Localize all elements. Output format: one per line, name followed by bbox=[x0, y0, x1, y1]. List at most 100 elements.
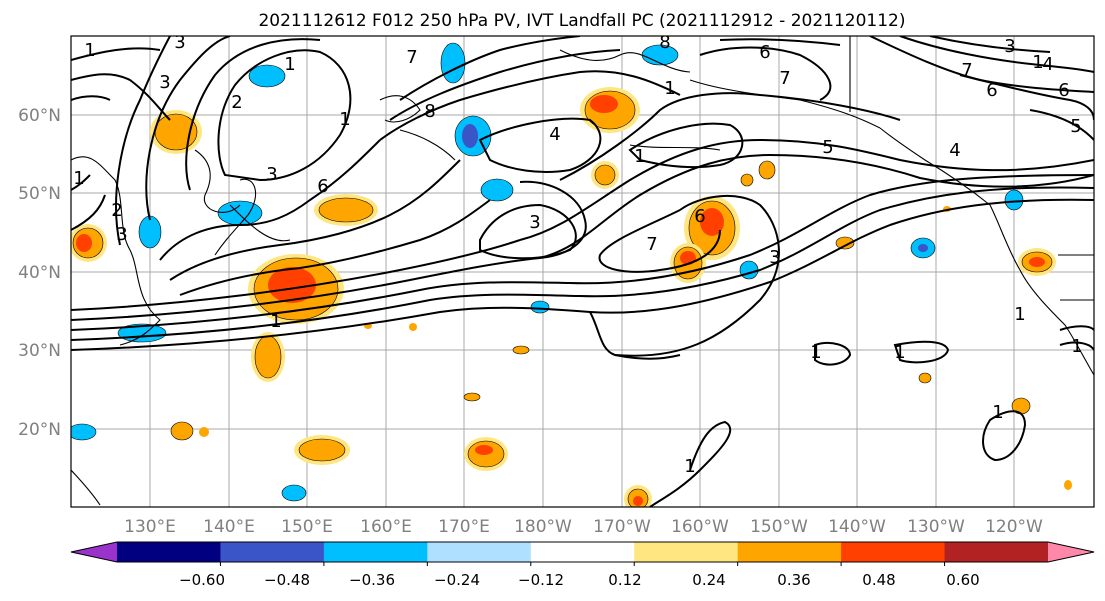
pv-negative-core bbox=[462, 124, 478, 148]
pv-negative-blob bbox=[217, 200, 263, 226]
lon-label: 150°E bbox=[281, 517, 333, 537]
contour-label: 1 bbox=[1032, 52, 1043, 73]
contour-label: 7 bbox=[406, 47, 417, 68]
pv-positive-blob bbox=[740, 173, 754, 187]
lon-label: 150°W bbox=[750, 517, 808, 537]
colorbar-segment bbox=[117, 542, 221, 562]
colorbar-segment bbox=[841, 542, 946, 562]
pv-positive-blob bbox=[409, 323, 417, 331]
pv-positive-blob bbox=[170, 421, 194, 441]
contour-label: 1 bbox=[1071, 336, 1082, 357]
pv-negative-blob bbox=[248, 64, 286, 88]
contour-label: 5 bbox=[822, 137, 833, 158]
colorbar-segment bbox=[323, 542, 428, 562]
pv-positive-core bbox=[590, 95, 618, 113]
pv-positive-blob bbox=[594, 164, 616, 186]
pv-positive-core bbox=[633, 496, 643, 506]
map-frame bbox=[70, 35, 1095, 508]
colorbar-tick-label: −0.60 bbox=[179, 571, 225, 589]
contour-label: 4 bbox=[549, 124, 560, 145]
lat-label: 30°N bbox=[18, 341, 61, 361]
pv-positive-blob bbox=[758, 160, 776, 180]
contour-label: 1 bbox=[73, 168, 84, 189]
lon-labels: 130°E 140°E 150°E 160°E 170°E 180°W 170°… bbox=[124, 517, 1043, 537]
contour-label: 2 bbox=[231, 92, 242, 113]
pv-positive-core bbox=[76, 234, 92, 252]
colorbar-segment bbox=[220, 542, 325, 562]
lat-label: 50°N bbox=[18, 184, 61, 204]
contour-label: 1 bbox=[270, 311, 281, 332]
contour-label: 5 bbox=[1070, 116, 1081, 137]
lon-label: 180°W bbox=[514, 517, 572, 537]
map-panel: 3 1 2 3 7 8 1 8 7 6 3 3 7 6 1 1 3 6 3 4 … bbox=[71, 32, 1094, 507]
colorbar-tick-label: 0.24 bbox=[692, 571, 725, 589]
pv-negative-blob bbox=[71, 423, 97, 441]
contour-label: 3 bbox=[116, 224, 127, 245]
colorbar-tick-label: 0.12 bbox=[608, 571, 641, 589]
pv-positive-core bbox=[475, 445, 493, 455]
pv-negative-blob bbox=[440, 42, 466, 84]
lon-label: 140°E bbox=[203, 517, 255, 537]
colorbar-extend-high bbox=[1048, 542, 1094, 562]
colorbar-tick-label: 0.36 bbox=[777, 571, 810, 589]
colorbar-outline bbox=[70, 541, 1095, 563]
contour-label: 6 bbox=[759, 42, 770, 63]
pv-negative-blob bbox=[739, 260, 759, 280]
contour-label: 8 bbox=[424, 101, 435, 122]
pv-positive-blob bbox=[835, 236, 855, 250]
pv-negative-blob bbox=[281, 484, 307, 502]
contour-label: 7 bbox=[779, 68, 790, 89]
contour-label: 3 bbox=[769, 247, 780, 268]
contour-label: 1 bbox=[684, 456, 695, 477]
pv-negative-blob bbox=[480, 178, 514, 202]
contour-label: 3 bbox=[1004, 36, 1015, 57]
contours bbox=[71, 36, 1094, 507]
contour-label: 2 bbox=[111, 200, 122, 221]
lon-label: 170°E bbox=[438, 517, 490, 537]
lon-label: 160°E bbox=[360, 517, 412, 537]
contour-label: 6 bbox=[986, 80, 997, 101]
contour-label: 1 bbox=[894, 342, 905, 363]
contour-label: 1 bbox=[1014, 304, 1025, 325]
contour-label: 8 bbox=[659, 32, 670, 53]
lon-label: 170°W bbox=[593, 517, 651, 537]
pv-positive-blob bbox=[298, 438, 346, 462]
pv-positive-blob bbox=[512, 345, 530, 355]
lat-label: 60°N bbox=[18, 106, 61, 126]
lat-labels: 60°N 50°N 40°N 30°N 20°N bbox=[18, 106, 61, 440]
lat-label: 20°N bbox=[18, 420, 61, 440]
pv-positive-core bbox=[700, 208, 724, 236]
pv-positive-blob bbox=[463, 392, 481, 402]
contour-label: 1 bbox=[992, 402, 1003, 423]
pv-positive-blob bbox=[254, 335, 282, 379]
contour-label: 1 bbox=[339, 109, 350, 130]
figure-title: 2021112612 F012 250 hPa PV, IVT Landfall… bbox=[258, 11, 905, 31]
pv-positive-core bbox=[1029, 257, 1045, 267]
contour-label: 3 bbox=[266, 164, 277, 185]
colorbar-tick-label: 0.48 bbox=[862, 571, 895, 589]
pv-positive-core bbox=[268, 267, 316, 303]
contour-label: 3 bbox=[159, 72, 170, 93]
colorbar-segment bbox=[427, 542, 532, 562]
colorbar-extend-low bbox=[71, 542, 117, 562]
pv-positive-blob bbox=[918, 372, 932, 384]
contour-label: 4 bbox=[1042, 54, 1053, 75]
contour-label: 1 bbox=[664, 78, 675, 99]
pv-positive-blob bbox=[318, 197, 374, 223]
contour-label: 7 bbox=[961, 60, 972, 81]
contour-label: 1 bbox=[84, 40, 95, 61]
contour-label: 6 bbox=[1058, 80, 1069, 101]
lon-label: 160°W bbox=[671, 517, 729, 537]
colorbar-tick-label: −0.48 bbox=[264, 571, 310, 589]
contour-label: 7 bbox=[646, 234, 657, 255]
colorbar-tick-label: −0.36 bbox=[349, 571, 395, 589]
colorbar-tick-label: −0.12 bbox=[518, 571, 564, 589]
graticule bbox=[71, 36, 1094, 507]
pv-positive-blob bbox=[1064, 480, 1072, 490]
contour-label: 1 bbox=[810, 342, 821, 363]
coastlines bbox=[71, 36, 1094, 506]
lon-label: 140°W bbox=[828, 517, 886, 537]
contour-label: 3 bbox=[529, 212, 540, 233]
colorbar-tick-label: 0.60 bbox=[946, 571, 979, 589]
colorbar-tick-label: −0.24 bbox=[434, 571, 480, 589]
